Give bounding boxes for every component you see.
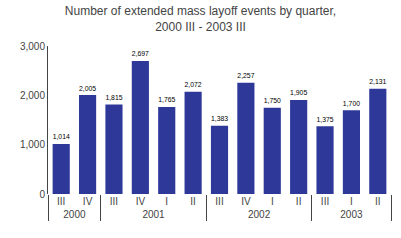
svg-text:2001: 2001: [142, 209, 165, 220]
svg-text:2,005: 2,005: [79, 85, 96, 92]
svg-text:1,383: 1,383: [211, 115, 228, 122]
svg-text:II: II: [190, 196, 196, 207]
svg-text:3,000: 3,000: [20, 41, 45, 52]
svg-text:2000: 2000: [63, 209, 86, 220]
svg-text:1,905: 1,905: [290, 89, 307, 96]
svg-text:III: III: [215, 196, 223, 207]
svg-text:IV: IV: [241, 196, 251, 207]
svg-text:III: III: [57, 196, 65, 207]
svg-text:0: 0: [39, 189, 45, 200]
svg-text:1,000: 1,000: [20, 139, 45, 150]
svg-text:III: III: [110, 196, 118, 207]
svg-text:IV: IV: [136, 196, 146, 207]
svg-text:III: III: [321, 196, 329, 207]
svg-text:1,750: 1,750: [264, 97, 281, 104]
svg-text:I: I: [350, 196, 353, 207]
svg-text:2,697: 2,697: [132, 50, 149, 57]
svg-text:2,257: 2,257: [237, 72, 254, 79]
svg-text:I: I: [165, 196, 168, 207]
svg-text:1,375: 1,375: [316, 116, 333, 123]
svg-text:1,014: 1,014: [53, 133, 70, 140]
svg-text:1,815: 1,815: [105, 94, 122, 101]
svg-text:I: I: [271, 196, 274, 207]
svg-text:2,131: 2,131: [369, 78, 386, 85]
svg-text:2,072: 2,072: [185, 81, 202, 88]
svg-text:2002: 2002: [248, 209, 271, 220]
svg-text:2,000: 2,000: [20, 90, 45, 101]
svg-text:II: II: [375, 196, 381, 207]
svg-text:Number of extended mass layoff: Number of extended mass layoff events by…: [65, 4, 336, 34]
svg-text:2003: 2003: [340, 209, 363, 220]
svg-text:II: II: [296, 196, 302, 207]
svg-text:1,700: 1,700: [343, 100, 360, 107]
svg-text:1,765: 1,765: [158, 96, 175, 103]
svg-text:IV: IV: [83, 196, 93, 207]
